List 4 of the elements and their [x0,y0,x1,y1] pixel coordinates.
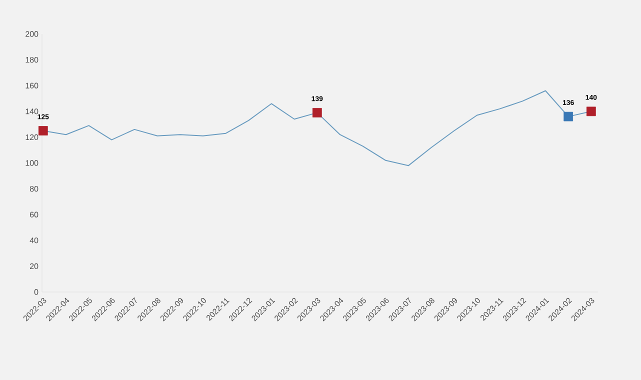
point [586,106,596,116]
point [38,126,48,136]
point [564,112,574,122]
point [312,108,322,118]
